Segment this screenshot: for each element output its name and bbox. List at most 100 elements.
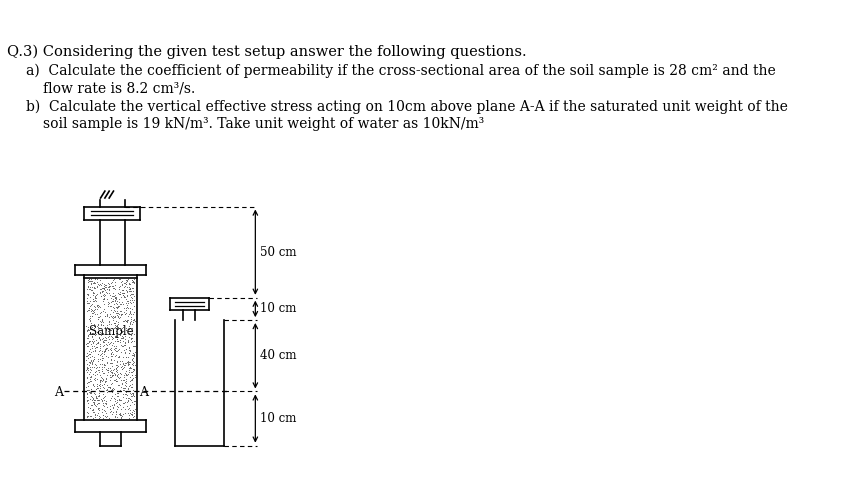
- Point: [124, 373, 138, 381]
- Point: [123, 407, 137, 414]
- Point: [96, 337, 110, 345]
- Point: [116, 328, 130, 335]
- Point: [106, 294, 120, 302]
- Point: [108, 337, 122, 345]
- Point: [94, 350, 108, 358]
- Point: [121, 397, 135, 405]
- Point: [87, 323, 101, 330]
- Point: [89, 385, 103, 393]
- Point: [114, 372, 127, 380]
- Point: [108, 344, 121, 352]
- Point: [88, 306, 101, 314]
- Point: [116, 365, 130, 372]
- Point: [93, 346, 107, 354]
- Point: [83, 353, 97, 361]
- Point: [108, 385, 121, 393]
- Point: [126, 278, 139, 286]
- Point: [114, 413, 127, 421]
- Point: [90, 343, 104, 351]
- Point: [93, 309, 107, 317]
- Point: [123, 291, 137, 299]
- Point: [106, 283, 120, 290]
- Point: [97, 402, 111, 410]
- Point: [99, 374, 113, 382]
- Point: [124, 410, 138, 417]
- Point: [104, 352, 118, 360]
- Point: [98, 377, 112, 385]
- Point: [87, 347, 101, 355]
- Point: [88, 375, 101, 383]
- Point: [123, 308, 137, 316]
- Point: [102, 299, 116, 307]
- Point: [112, 283, 126, 291]
- Point: [120, 398, 133, 406]
- Point: [127, 279, 141, 287]
- Point: [80, 397, 94, 405]
- Point: [106, 408, 120, 416]
- Point: [126, 305, 139, 313]
- Point: [94, 413, 108, 421]
- Point: [120, 370, 133, 378]
- Point: [122, 411, 136, 418]
- Point: [122, 323, 136, 330]
- Point: [95, 394, 109, 402]
- Point: [82, 282, 95, 290]
- Point: [115, 298, 129, 306]
- Point: [91, 396, 105, 404]
- Point: [89, 394, 103, 402]
- Point: [86, 295, 100, 303]
- Point: [114, 411, 127, 419]
- Point: [91, 409, 105, 417]
- Point: [83, 345, 97, 353]
- Point: [126, 413, 140, 421]
- Point: [91, 322, 105, 329]
- Point: [114, 329, 127, 337]
- Point: [108, 320, 121, 328]
- Point: [92, 396, 106, 404]
- Point: [86, 339, 100, 347]
- Point: [87, 308, 101, 316]
- Point: [80, 390, 94, 398]
- Point: [114, 405, 128, 413]
- Point: [123, 349, 137, 357]
- Point: [111, 392, 125, 400]
- Point: [117, 292, 131, 300]
- Point: [91, 320, 105, 328]
- Point: [83, 377, 97, 385]
- Point: [98, 408, 112, 415]
- Point: [118, 364, 132, 371]
- Point: [98, 392, 112, 400]
- Point: [125, 370, 138, 378]
- Point: [106, 283, 120, 290]
- Point: [89, 297, 103, 305]
- Point: [89, 411, 102, 419]
- Point: [110, 357, 124, 365]
- Point: [83, 317, 96, 325]
- Point: [89, 393, 103, 401]
- Point: [115, 342, 129, 350]
- Point: [80, 299, 94, 307]
- Point: [108, 299, 122, 307]
- Point: [104, 298, 118, 306]
- Point: [106, 385, 120, 393]
- Point: [89, 385, 103, 393]
- Point: [85, 333, 99, 341]
- Point: [80, 366, 94, 373]
- Point: [87, 382, 101, 390]
- Point: [84, 278, 98, 286]
- Point: [97, 350, 111, 358]
- Point: [80, 373, 94, 381]
- Point: [105, 348, 119, 356]
- Point: [94, 334, 108, 342]
- Point: [120, 301, 134, 309]
- Point: [102, 283, 116, 290]
- Point: [80, 339, 94, 347]
- Text: Q.3) Considering the given test setup answer the following questions.: Q.3) Considering the given test setup an…: [7, 45, 526, 59]
- Point: [127, 393, 141, 401]
- Point: [80, 326, 94, 334]
- Point: [123, 309, 137, 317]
- Point: [108, 300, 121, 308]
- Point: [88, 296, 101, 304]
- Point: [101, 353, 115, 361]
- Point: [105, 341, 119, 349]
